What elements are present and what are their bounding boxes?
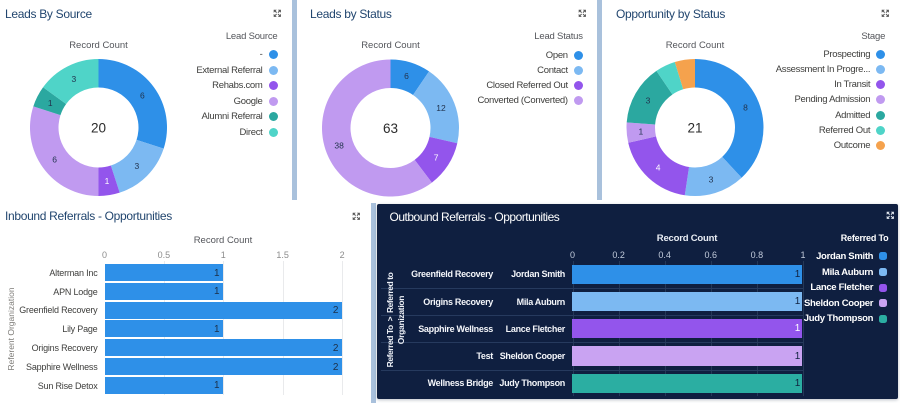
svg-text:6: 6 <box>404 71 409 81</box>
svg-text:1: 1 <box>105 176 110 186</box>
svg-text:6: 6 <box>140 91 145 101</box>
svg-text:1: 1 <box>639 127 644 137</box>
svg-text:6: 6 <box>52 154 57 164</box>
svg-text:3: 3 <box>709 174 714 184</box>
svg-text:3: 3 <box>72 74 77 84</box>
svg-text:4: 4 <box>656 162 661 172</box>
svg-text:3: 3 <box>646 95 651 105</box>
svg-text:3: 3 <box>135 161 140 171</box>
svg-text:21: 21 <box>687 120 702 135</box>
svg-text:12: 12 <box>436 103 446 113</box>
svg-text:38: 38 <box>334 140 344 150</box>
svg-text:20: 20 <box>91 120 106 135</box>
svg-text:1: 1 <box>48 98 53 108</box>
svg-text:63: 63 <box>383 121 398 136</box>
svg-text:8: 8 <box>743 103 748 113</box>
svg-text:7: 7 <box>434 152 439 162</box>
